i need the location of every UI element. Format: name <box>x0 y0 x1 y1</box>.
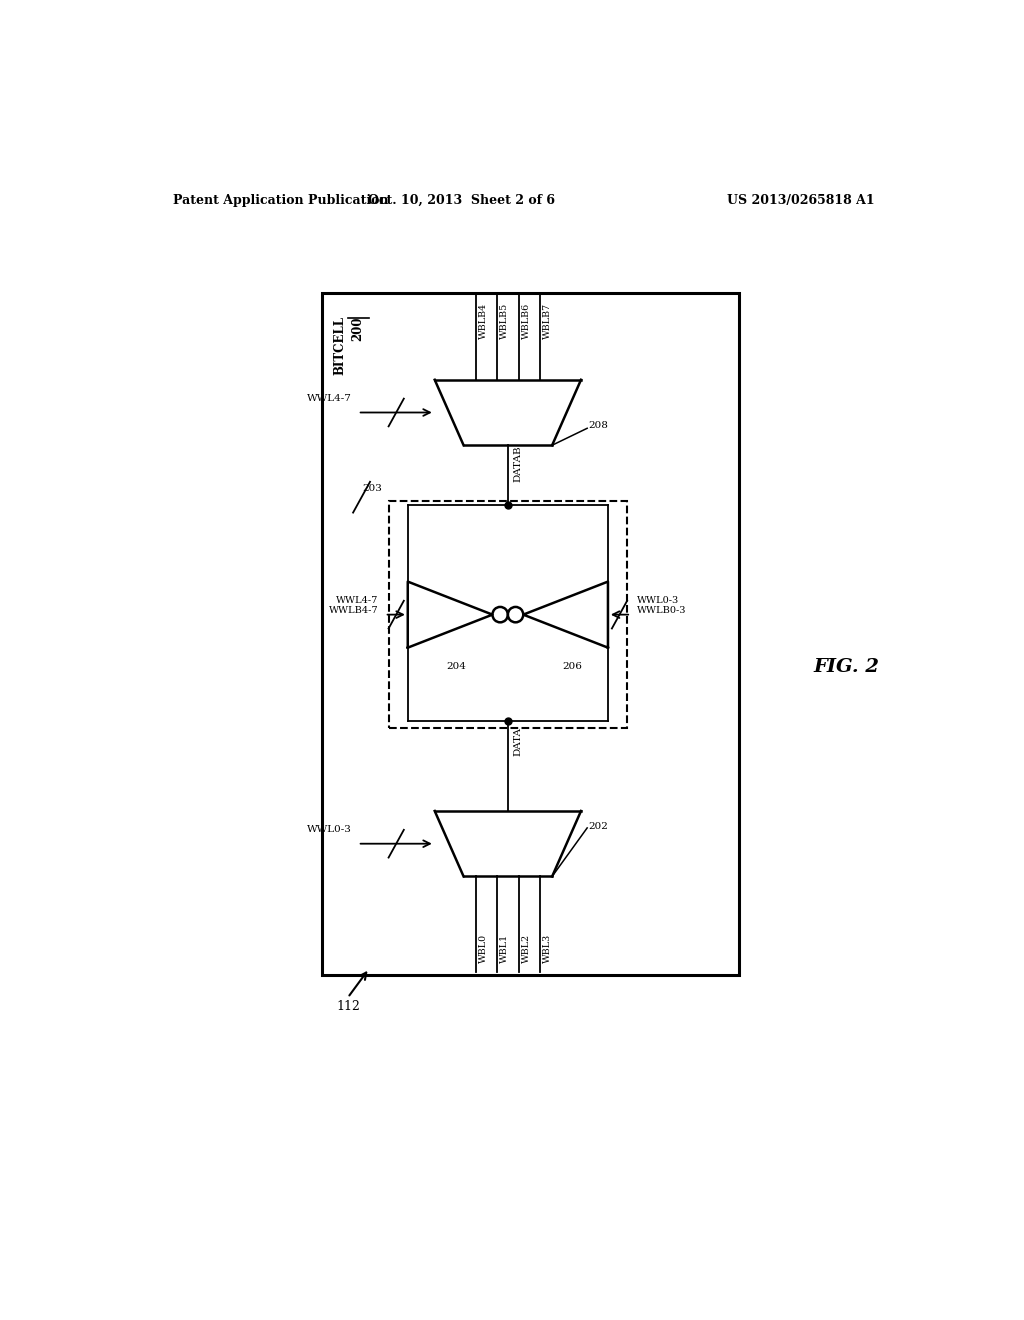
Text: WBLB6: WBLB6 <box>521 302 530 339</box>
Text: 112: 112 <box>337 1001 360 1014</box>
Text: WBL1: WBL1 <box>500 935 509 964</box>
Text: WBLB5: WBLB5 <box>500 302 509 339</box>
Text: WBLB4: WBLB4 <box>478 302 487 338</box>
Text: WBL2: WBL2 <box>521 935 530 964</box>
Bar <box>388 502 628 729</box>
Text: DATAB: DATAB <box>513 446 522 482</box>
Text: WBL0: WBL0 <box>478 935 487 964</box>
Text: 206: 206 <box>562 661 582 671</box>
Text: 208: 208 <box>589 421 608 430</box>
Text: WWL0-3: WWL0-3 <box>306 825 351 834</box>
Text: 200: 200 <box>351 317 364 341</box>
Text: WWL4-7: WWL4-7 <box>306 395 351 403</box>
Text: US 2013/0265818 A1: US 2013/0265818 A1 <box>727 194 874 207</box>
Text: 204: 204 <box>446 661 466 671</box>
Text: Patent Application Publication: Patent Application Publication <box>173 194 388 207</box>
Text: FIG. 2: FIG. 2 <box>814 657 880 676</box>
Text: Oct. 10, 2013  Sheet 2 of 6: Oct. 10, 2013 Sheet 2 of 6 <box>369 194 555 207</box>
Text: DATA: DATA <box>513 726 522 755</box>
Text: WWL0-3
WWLB0-3: WWL0-3 WWLB0-3 <box>637 595 687 615</box>
Bar <box>322 293 739 974</box>
Text: BITCELL: BITCELL <box>333 317 346 375</box>
Text: 203: 203 <box>362 484 382 494</box>
Text: WBLB7: WBLB7 <box>544 302 552 338</box>
Text: WBL3: WBL3 <box>544 933 552 964</box>
Text: WWL4-7
WWLB4-7: WWL4-7 WWLB4-7 <box>329 595 379 615</box>
Text: 202: 202 <box>589 822 608 830</box>
